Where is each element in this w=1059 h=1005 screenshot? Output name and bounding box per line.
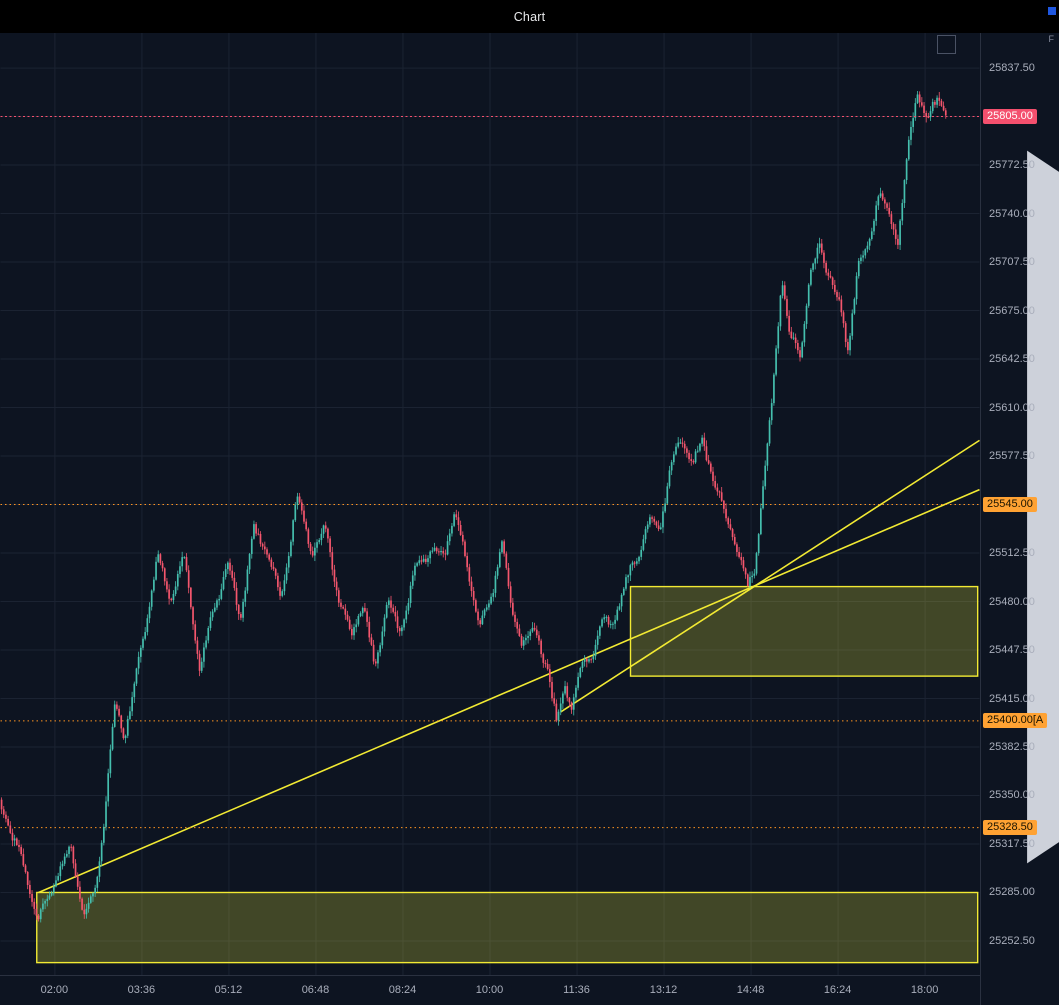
axis-top-icon: F xyxy=(1048,34,1055,44)
time-tick-label: 10:00 xyxy=(475,984,504,996)
chart-area: F 25837.50 25772.50 25740.00 25707.50 25675.… xyxy=(0,33,1059,1005)
level-tag-25545[interactable]: 25545.00 xyxy=(983,496,1037,512)
level-tag-25400[interactable]: 25400.00[A xyxy=(983,712,1048,728)
price-tick-label: 25317.50 xyxy=(989,837,1035,850)
candlestick-plot[interactable] xyxy=(0,33,1059,975)
price-tick-label: 25577.50 xyxy=(989,450,1035,463)
time-tick-label: 05:12 xyxy=(214,984,243,996)
price-tick-label: 25837.50 xyxy=(989,62,1035,75)
titlebar-accent-square xyxy=(1048,7,1056,15)
chart-canvas[interactable] xyxy=(0,33,980,975)
price-axis[interactable]: F 25837.50 25772.50 25740.00 25707.50 25675.… xyxy=(980,33,1059,1005)
titlebar: Chart xyxy=(0,0,1059,33)
price-tick-label: 25675.00 xyxy=(989,304,1035,317)
time-tick-label: 08:24 xyxy=(388,984,417,996)
price-tick-label: 25480.00 xyxy=(989,595,1035,608)
price-tick-label: 25642.50 xyxy=(989,353,1035,366)
price-tick-label: 25447.50 xyxy=(989,644,1035,656)
window-title: Chart xyxy=(513,9,546,24)
time-tick-label: 03:36 xyxy=(127,984,156,996)
time-tick-label: 11:36 xyxy=(563,984,590,996)
time-tick-label: 18:00 xyxy=(910,984,939,996)
time-tick-label: 02:00 xyxy=(40,984,69,996)
price-tick-label: 25512.50 xyxy=(989,547,1035,560)
time-axis[interactable]: 02:00 03:36 05:12 06:48 08:24 10:00 11:36 13:12… xyxy=(0,975,980,1005)
time-tick-label: 06:48 xyxy=(301,984,330,996)
price-tick-label: 25252.50 xyxy=(989,934,1035,947)
price-tick-label: 25707.50 xyxy=(989,256,1035,269)
level-tag-25328[interactable]: 25328.50 xyxy=(983,819,1037,835)
price-tick-label: 25772.50 xyxy=(989,159,1035,172)
last-price-tag[interactable]: 25805.00 xyxy=(983,108,1037,124)
price-tick-label: 25382.50 xyxy=(989,740,1035,753)
price-tick-label: 25285.00 xyxy=(989,886,1035,899)
price-tick-label: 25415.00 xyxy=(989,692,1035,705)
time-tick-label: 13:12 xyxy=(649,984,678,996)
skip-to-end-icon xyxy=(1027,150,1059,864)
price-tick-label: 25740.00 xyxy=(989,207,1035,220)
time-tick-label: 16:24 xyxy=(823,984,852,996)
time-tick-label: 14:48 xyxy=(736,984,765,996)
price-tick-label: 25610.00 xyxy=(989,401,1035,414)
price-tick-label: 25350.00 xyxy=(989,789,1035,802)
scroll-to-realtime-button[interactable] xyxy=(937,35,1059,864)
